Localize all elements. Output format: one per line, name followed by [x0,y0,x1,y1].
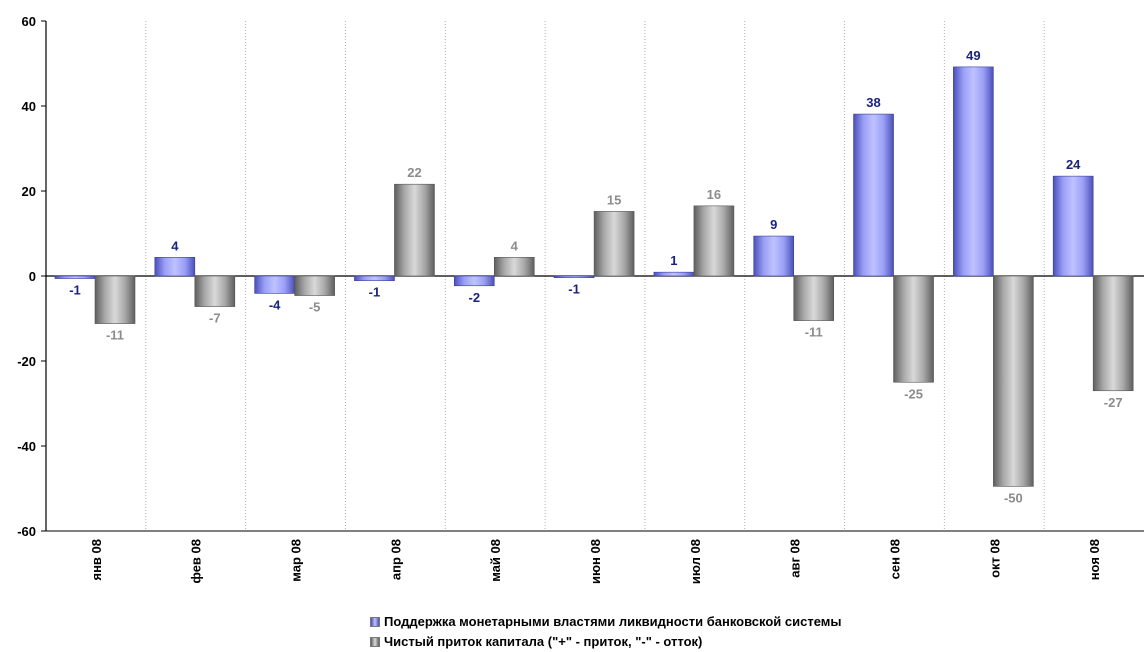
x-tick-label: апр 08 [388,539,403,580]
data-label-series-1: 38 [866,95,880,110]
bar-series-1 [653,271,695,277]
data-label-series-1: -1 [568,282,580,297]
bar-series-2 [194,275,236,307]
data-label-series-1: 9 [770,217,777,232]
legend-swatch-series-2 [370,637,380,647]
data-label-series-1: -4 [269,297,281,312]
legend-swatch-series-1 [370,617,380,627]
bar-series-2 [893,275,934,383]
bar-series-1 [354,275,395,281]
bar-series-2 [993,275,1034,487]
data-label-series-1: 24 [1066,157,1081,172]
x-tick-label: ноя 08 [1087,539,1102,580]
x-tick-label: авг 08 [788,539,803,578]
y-tick-label: 0 [29,269,36,284]
bar-series-1 [1052,175,1094,277]
y-tick-label: -20 [17,354,36,369]
bar-series-1 [553,275,595,278]
data-label-series-2: -50 [1004,490,1023,505]
bar-series-2 [294,275,335,296]
data-label-series-2: -7 [209,311,221,326]
data-label-series-1: 4 [171,238,179,253]
data-label-series-2: 22 [407,165,421,180]
x-axis-ticks: янв 08 фев 08 мар 08 апр 08 май 08 июн 08 июл … [89,539,1102,584]
x-tick-label: окт 08 [987,539,1002,578]
x-tick-label: янв 08 [89,539,104,581]
data-label-series-1: -1 [69,283,81,298]
data-label-series-2: -11 [805,325,823,340]
x-tick-label: фев 08 [189,539,204,584]
data-label-series-2: -5 [309,300,321,315]
bar-series-1 [453,275,495,287]
data-labels: -1 -11 4 -7 -4 -5 -1 22 -2 4 -1 15 1 16 9 -11 38 -25 49 -50… [69,48,1122,505]
y-axis-ticks: -60 -40 -20 0 20 40 60 [17,14,46,539]
legend-item-series-2: Чистый приток капитала ("+" - приток, "-… [370,632,841,652]
x-tick-label: июн 08 [588,539,603,584]
data-label-series-2: -11 [106,328,124,343]
x-tick-label: май 08 [488,539,503,582]
data-label-series-1: 49 [966,48,980,63]
legend-label-series-1: Поддержка монетарными властями ликвиднос… [384,614,842,629]
data-label-series-1: -2 [468,290,480,305]
x-tick-label: мар 08 [289,539,304,582]
bar-series-2 [1092,275,1134,392]
bar-series-1 [753,235,795,277]
bar-series-2 [94,275,136,324]
legend-item-series-1: Поддержка монетарными властями ликвиднос… [370,612,841,632]
y-tick-label: 40 [22,99,36,114]
data-label-series-2: 15 [607,192,621,207]
bar-chart: -60 -40 -20 0 20 40 60 -1 -11 4 -7 -4 -5 -1 22 -2 4 -1 15… [17,14,1144,584]
y-tick-label: -40 [17,439,36,454]
bar-series-1 [853,113,894,277]
legend: Поддержка монетарными властями ликвиднос… [370,612,841,652]
bar-series-1 [154,256,196,277]
y-tick-label: 20 [22,184,36,199]
y-tick-label: -60 [17,524,36,539]
x-tick-label: сен 08 [887,539,902,579]
data-label-series-1: 1 [670,253,677,268]
bar-series-2 [693,205,735,277]
bar-series-2 [493,256,535,277]
legend-label-series-2: Чистый приток капитала ("+" - приток, "-… [384,634,703,649]
data-label-series-2: 16 [707,187,721,202]
bar-series-2 [394,183,435,277]
bar-series-2 [793,275,835,321]
bar-series-1 [54,275,96,279]
bar-series-1 [254,275,295,294]
data-label-series-2: -27 [1104,395,1123,410]
bars [54,66,1134,487]
data-label-series-2: -25 [904,386,923,401]
bar-series-2 [593,211,635,277]
bar-series-1 [953,66,994,277]
data-label-series-1: -1 [369,285,381,300]
x-tick-label: июл 08 [688,539,703,584]
data-label-series-2: 4 [511,238,519,253]
y-tick-label: 60 [22,14,36,29]
